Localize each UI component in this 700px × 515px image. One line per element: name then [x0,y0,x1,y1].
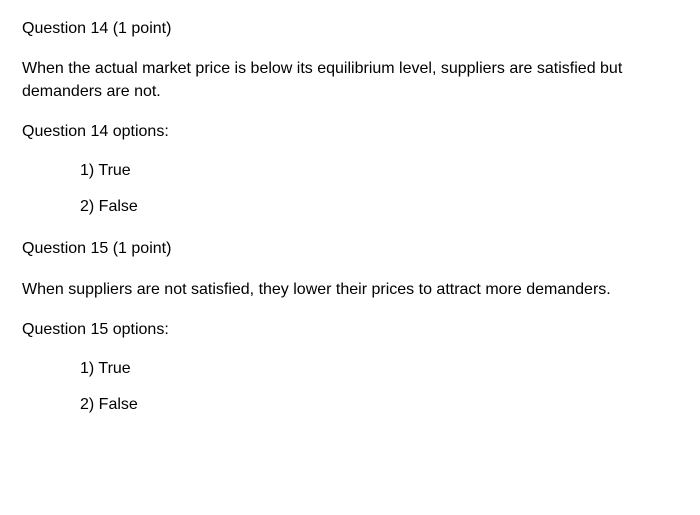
question-14-block: Question 14 (1 point) When the actual ma… [22,18,678,218]
question-header: Question 14 (1 point) [22,18,678,40]
option-true[interactable]: 1) True [80,358,678,380]
question-header: Question 15 (1 point) [22,238,678,260]
option-label: 1) True [80,360,131,377]
options-list: 1) True 2) False [22,160,678,219]
option-label: 1) True [80,162,131,179]
options-list: 1) True 2) False [22,358,678,417]
question-body: When the actual market price is below it… [22,58,678,103]
question-15-block: Question 15 (1 point) When suppliers are… [22,238,678,416]
option-false[interactable]: 2) False [80,394,678,416]
options-header: Question 14 options: [22,121,678,143]
options-header: Question 15 options: [22,319,678,341]
option-false[interactable]: 2) False [80,196,678,218]
question-body: When suppliers are not satisfied, they l… [22,279,678,301]
option-label: 2) False [80,396,138,413]
option-true[interactable]: 1) True [80,160,678,182]
option-label: 2) False [80,198,138,215]
